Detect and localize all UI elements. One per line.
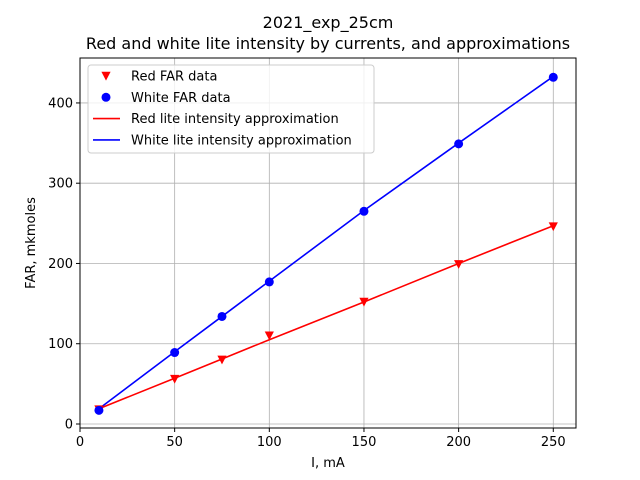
y-axis-label: FAR, mkmoles [24,197,39,289]
x-tick-label: 200 [446,435,471,450]
legend: Red FAR data White FAR data Red lite inten… [87,64,375,154]
x-tick-label: 0 [76,435,84,450]
data-point [359,206,369,216]
chart-title-line1: 2021_exp_25cm [263,13,394,33]
legend-label: Red lite intensity approximation [131,112,339,127]
y-tick-label: 400 [48,96,73,111]
data-point [170,374,180,384]
y-tick-label: 200 [48,257,73,272]
legend-label: White FAR data [131,91,231,106]
x-tick-label: 50 [166,435,183,450]
data-point [217,355,227,365]
data-point [454,139,464,149]
plot-series [94,72,558,415]
legend-marker [101,92,111,102]
data-point [170,348,180,358]
data-point [264,277,274,287]
y-tick-label: 0 [65,417,73,432]
data-point [359,297,369,307]
data-point [548,222,558,232]
axis-ticks: 0 50 100 150 200 250 0 100 200 300 400 [48,96,566,450]
y-tick-label: 300 [48,177,73,192]
x-tick-label: 100 [257,435,282,450]
data-point [264,331,274,341]
x-tick-label: 150 [352,435,377,450]
legend-marker [101,71,111,81]
data-point [94,405,104,415]
chart-title-line2: Red and white lite intensity by currents… [86,34,570,53]
x-axis-label: I, mA [311,456,345,471]
plot-frame [79,57,577,429]
x-tick-label: 250 [541,435,566,450]
data-point [217,311,227,321]
legend-label: Red FAR data [131,70,217,85]
data-point [548,72,558,82]
legend-label: White lite intensity approximation [131,133,352,148]
y-tick-label: 100 [48,337,73,352]
data-point [454,260,464,269]
legend-box [87,64,375,154]
